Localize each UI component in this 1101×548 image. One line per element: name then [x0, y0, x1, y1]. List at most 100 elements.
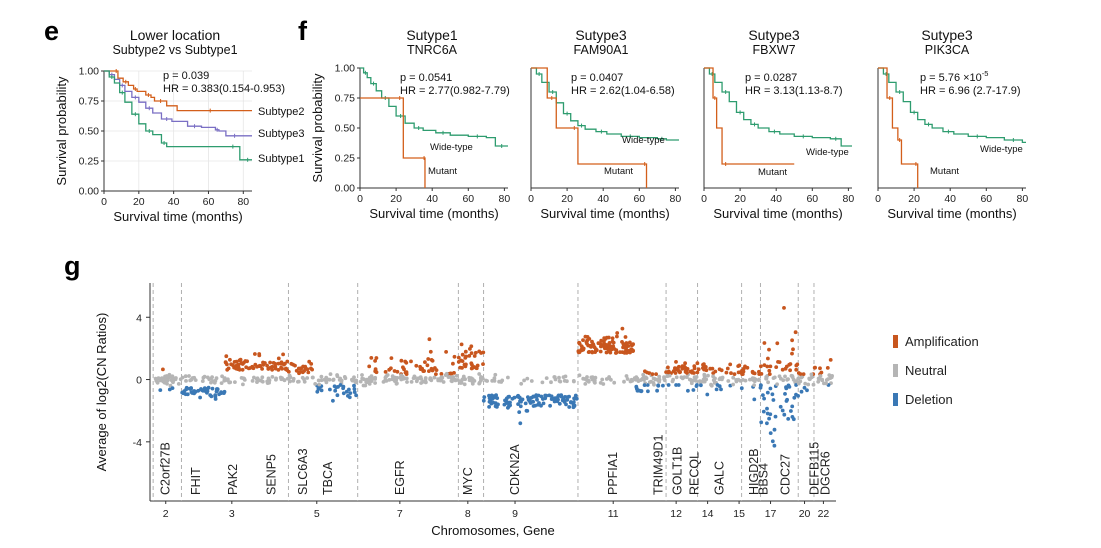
deletion-point [656, 383, 660, 388]
y-tick-label: 0 [136, 375, 142, 387]
amplification-point [599, 344, 603, 349]
neutral-point [260, 379, 265, 384]
x-axis-label: Survival time (months) [887, 206, 1016, 221]
amplification-point [374, 370, 379, 375]
gene-label: DEFB115 [808, 442, 822, 495]
neutral-point [317, 382, 322, 387]
x-tick-label: 0 [528, 193, 534, 205]
neutral-point [764, 375, 769, 379]
amplification-point [225, 362, 229, 367]
amplification-point [594, 347, 598, 352]
amplification-point [590, 350, 595, 354]
neutral-point [731, 375, 736, 380]
series-label: Subtype1 [258, 153, 304, 165]
deletion-point [347, 387, 351, 392]
km-curve-subtype3 [104, 70, 252, 137]
deletion-point [331, 398, 335, 403]
neutral-point [756, 378, 761, 382]
panel-f2-subtitle: FAM90A1 [574, 43, 629, 57]
deletion-point [695, 383, 699, 387]
amplification-point [266, 366, 271, 371]
neutral-point [328, 372, 333, 376]
neutral-point [319, 374, 324, 379]
legend-label: Neutral [905, 363, 947, 378]
amplification-point [801, 372, 806, 376]
amplification-point [293, 363, 297, 368]
neutral-point [806, 382, 811, 387]
x-axis-label: Survival time (months) [713, 206, 842, 221]
amplification-point [590, 339, 594, 344]
amplification-point [434, 372, 438, 376]
amplification-point [240, 367, 245, 372]
deletion-point [676, 383, 681, 387]
neutral-point [226, 377, 230, 382]
amplification-point [428, 349, 433, 354]
gene-label: GOLT1B [670, 447, 684, 495]
neutral-point [351, 378, 356, 383]
amplification-point [759, 364, 763, 369]
panel-letter-e: e [44, 16, 59, 46]
amplification-point [729, 371, 733, 375]
deletion-point [215, 387, 220, 392]
y-tick-label: 4 [136, 312, 142, 324]
neutral-point [706, 373, 710, 378]
neutral-point [358, 379, 363, 384]
deletion-point [341, 391, 346, 396]
neutral-point [689, 378, 694, 383]
p-value-annotation: p = 5.76 ×10-5 [920, 69, 988, 84]
amplification-point [433, 366, 437, 370]
deletion-point [556, 394, 561, 399]
gene-label: FHIT [189, 467, 203, 495]
neutral-point [274, 376, 278, 381]
panel-g-plot: 4 0 -4 C2orf27B FHIT PAK2 SENP5 SLC6A3 TBCA EGFR M… [94, 283, 836, 538]
deletion-point [555, 399, 560, 404]
neutral-point [220, 374, 225, 379]
neutral-point [775, 382, 779, 387]
neutral-point [477, 381, 482, 386]
deletion-point [481, 398, 486, 403]
neutral-point [270, 375, 275, 379]
amplification-point [310, 367, 314, 372]
amplification-point [481, 362, 485, 366]
deletion-point [533, 403, 538, 408]
neutral-point [441, 380, 446, 384]
km-curve-mutant [704, 67, 795, 165]
neutral-point [241, 382, 245, 387]
amplification-point [430, 358, 435, 363]
neutral-point [492, 376, 497, 381]
amplification-point [702, 367, 706, 372]
neutral-point [260, 375, 265, 380]
amplification-point [464, 354, 468, 359]
amplification-point [775, 341, 780, 346]
amplification-point [717, 367, 722, 372]
amplification-point [782, 306, 786, 310]
neutral-point [671, 377, 675, 382]
deletion-point [772, 443, 777, 448]
deletion-point [805, 388, 809, 393]
gene-label: MYC [461, 467, 475, 495]
x-tick-label: 40 [426, 193, 438, 205]
panel-f4-title: Sutype3 [921, 27, 973, 43]
amplification-point [798, 372, 803, 376]
neutral-point [429, 378, 434, 383]
y-tick-label: 0.25 [335, 153, 356, 165]
y-tick-label: -4 [133, 437, 142, 449]
amplification-point [762, 341, 767, 345]
deletion-point [773, 414, 778, 419]
neutral-point [799, 375, 804, 380]
amplification-point [439, 372, 444, 376]
amplification-point [472, 354, 477, 358]
y-axis-label: Survival probability [54, 76, 69, 186]
neutral-point [390, 377, 395, 382]
neutral-point [384, 374, 389, 379]
amplification-point [463, 349, 468, 354]
deletion-point [517, 395, 521, 399]
panel-g-legend: Amplification Neutral Deletion [893, 334, 979, 407]
amplification-point [793, 330, 798, 335]
panel-f1-subtitle: TNRC6A [407, 43, 458, 57]
amplification-point [766, 356, 770, 361]
amplification-point [421, 369, 426, 373]
amplification-point [703, 365, 708, 369]
deletion-point [315, 389, 320, 394]
